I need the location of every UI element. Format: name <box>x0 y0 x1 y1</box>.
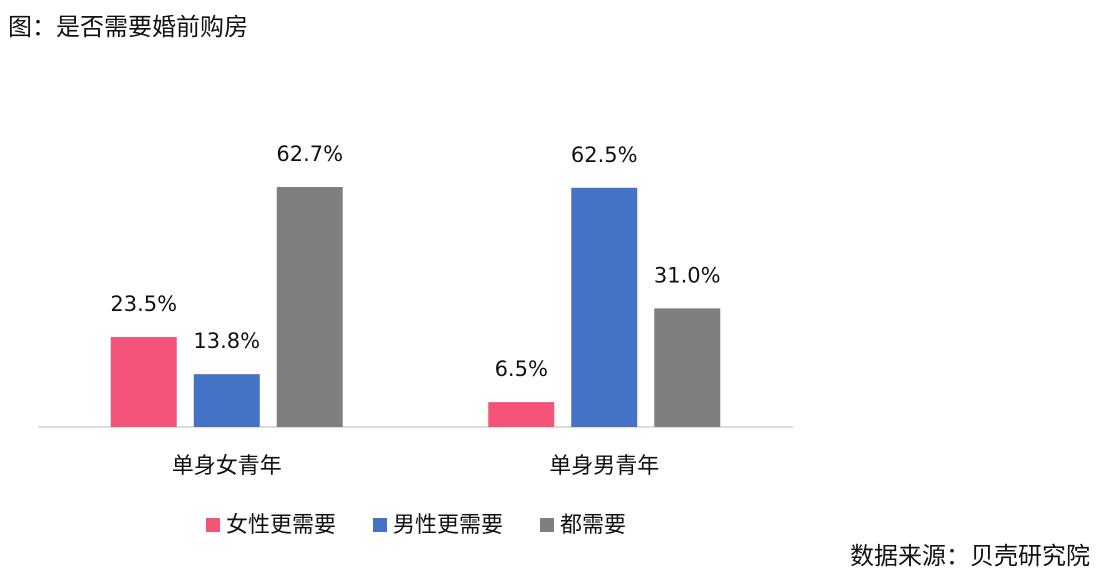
bar <box>571 187 638 427</box>
source-note: 数据来源：贝壳研究院 <box>850 542 1090 570</box>
bar <box>488 402 555 427</box>
data-label: 13.8% <box>193 329 260 353</box>
data-label: 6.5% <box>495 357 548 381</box>
legend-label: 女性更需要 <box>226 513 336 538</box>
legend-label: 男性更需要 <box>393 513 503 538</box>
legend-swatch <box>373 518 387 532</box>
data-label: 62.7% <box>276 142 343 166</box>
legend-label: 都需要 <box>560 513 626 538</box>
legend-swatch <box>540 518 554 532</box>
chart-title: 图：是否需要婚前购房 <box>8 13 248 41</box>
bar <box>654 308 721 427</box>
bar <box>193 374 260 427</box>
x-tick-label: 单身男青年 <box>549 454 659 479</box>
bar <box>110 337 177 427</box>
bar <box>276 187 343 427</box>
x-tick-label: 单身女青年 <box>172 454 282 479</box>
data-label: 62.5% <box>571 143 638 167</box>
legend-swatch <box>206 518 220 532</box>
data-label: 23.5% <box>110 292 177 316</box>
data-label: 31.0% <box>654 263 721 287</box>
